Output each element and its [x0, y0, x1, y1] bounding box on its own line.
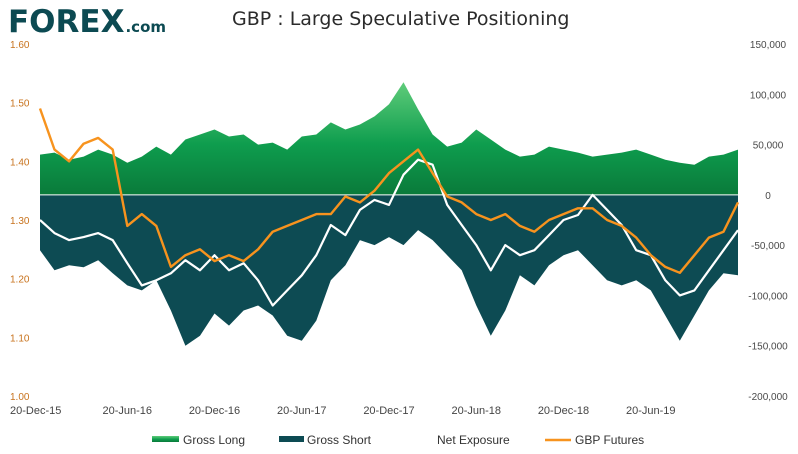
gross-long-area	[40, 82, 738, 195]
legend-label: Gross Short	[307, 433, 372, 447]
legend-item: GBP Futures	[545, 433, 644, 447]
gbp-futures-line	[38, 108, 740, 274]
x-tick-label: 20-Jun-19	[626, 405, 676, 417]
left-tick-label: 1.20	[10, 275, 30, 286]
logo-brand: FOREX	[8, 4, 125, 40]
chart-title: GBP : Large Speculative Positioning	[232, 8, 570, 30]
x-tick-label: 20-Dec-16	[189, 405, 240, 417]
x-tick-label: 20-Dec-17	[363, 405, 414, 417]
legend-item: Gross Short	[279, 433, 372, 447]
x-axis: 20-Dec-15 20-Jun-16 20-Dec-16 20-Jun-17 20-D…	[10, 405, 676, 417]
right-tick-label: 150,000	[750, 40, 787, 51]
legend-item: Gross Long	[152, 433, 245, 447]
left-tick-label: 1.00	[10, 392, 30, 403]
logo-domain: .com	[125, 18, 167, 36]
right-tick-label: -150,000	[748, 342, 788, 353]
left-tick-label: 1.10	[10, 333, 30, 344]
x-tick-label: 20-Dec-18	[538, 405, 589, 417]
right-axis: -200,000 -150,000 -100,000 -50,000 0 50,000 10…	[748, 40, 788, 403]
legend-label: GBP Futures	[575, 433, 644, 447]
right-tick-label: -100,000	[748, 291, 788, 302]
legend-label: Gross Long	[183, 433, 245, 447]
legend-label: Net Exposure	[437, 433, 510, 447]
x-tick-label: 20-Jun-16	[102, 405, 152, 417]
left-tick-label: 1.40	[10, 157, 30, 168]
gross-short-area	[40, 194, 738, 346]
legend: Gross Long Gross Short Net Exposure GBP Fut…	[152, 433, 644, 447]
left-tick-label: 1.30	[10, 216, 30, 227]
left-tick-label: 1.50	[10, 99, 30, 110]
right-tick-label: 100,000	[750, 90, 787, 101]
x-tick-label: 20-Jun-18	[451, 405, 501, 417]
right-tick-label: 50,000	[753, 141, 784, 152]
x-tick-label: 20-Dec-15	[10, 405, 61, 417]
right-tick-label: -50,000	[751, 241, 785, 252]
forex-logo: FOREX .com	[8, 4, 167, 40]
left-axis: 1.00 1.10 1.20 1.30 1.40 1.50 1.60	[10, 40, 30, 403]
left-tick-label: 1.60	[10, 40, 30, 51]
legend-item: Net Exposure	[408, 433, 510, 447]
x-tick-label: 20-Jun-17	[277, 405, 327, 417]
right-tick-label: -200,000	[748, 392, 788, 403]
legend-swatch-gross-short	[279, 436, 304, 442]
right-tick-label: 0	[765, 191, 771, 202]
legend-swatch-gross-long	[152, 436, 179, 442]
